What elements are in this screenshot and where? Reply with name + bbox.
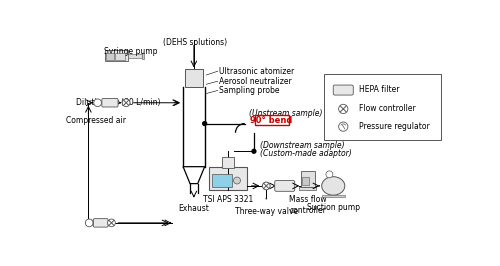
- Text: (Downstream sample): (Downstream sample): [260, 142, 344, 150]
- Bar: [128, 54, 141, 58]
- Bar: [302, 177, 308, 185]
- Bar: [184, 69, 203, 87]
- Text: Dilution air (80 L/min): Dilution air (80 L/min): [76, 98, 160, 107]
- Text: Syringe pump: Syringe pump: [104, 47, 158, 56]
- Text: TSI APS 3321: TSI APS 3321: [202, 195, 253, 204]
- Circle shape: [252, 149, 256, 153]
- Text: Flow controller: Flow controller: [360, 105, 416, 113]
- Bar: [324, 74, 441, 140]
- Circle shape: [108, 219, 116, 227]
- FancyBboxPatch shape: [102, 98, 118, 107]
- Text: Mass flow
controller: Mass flow controller: [289, 195, 327, 215]
- Bar: [208, 167, 247, 190]
- Bar: [142, 53, 144, 59]
- Text: Three-way valve: Three-way valve: [234, 207, 298, 217]
- Polygon shape: [183, 167, 204, 184]
- Text: Ultrasonic atomizer: Ultrasonic atomizer: [220, 67, 294, 76]
- Circle shape: [262, 182, 270, 190]
- Text: Pressure regulator: Pressure regulator: [360, 122, 430, 131]
- Text: (Upstream sample): (Upstream sample): [248, 109, 322, 118]
- Bar: [300, 187, 316, 190]
- FancyBboxPatch shape: [333, 85, 353, 95]
- Text: (DEHS solutions): (DEHS solutions): [162, 38, 226, 47]
- Bar: [222, 157, 234, 168]
- Bar: [322, 195, 345, 197]
- Bar: [301, 171, 315, 188]
- Text: HEPA filter: HEPA filter: [360, 85, 400, 94]
- Text: Sampling probe: Sampling probe: [220, 86, 280, 95]
- Ellipse shape: [322, 177, 345, 195]
- Bar: [254, 115, 288, 125]
- Circle shape: [122, 99, 130, 107]
- Text: Aerosol neutralizer: Aerosol neutralizer: [220, 77, 292, 86]
- Bar: [212, 174, 232, 187]
- Text: 90° bend: 90° bend: [250, 116, 293, 124]
- Bar: [106, 53, 114, 60]
- Circle shape: [338, 122, 348, 131]
- Circle shape: [234, 177, 240, 184]
- Circle shape: [94, 99, 102, 107]
- Circle shape: [326, 171, 333, 178]
- Bar: [114, 53, 126, 60]
- Text: Suction pump: Suction pump: [307, 203, 360, 212]
- Circle shape: [86, 219, 93, 227]
- FancyArrow shape: [265, 196, 268, 200]
- Bar: [104, 50, 128, 61]
- Text: (Custom-made adaptor): (Custom-made adaptor): [260, 149, 352, 158]
- Circle shape: [202, 122, 206, 126]
- Text: Exhaust: Exhaust: [178, 204, 210, 213]
- Text: Compressed air: Compressed air: [66, 116, 126, 125]
- FancyBboxPatch shape: [274, 181, 295, 191]
- Circle shape: [338, 104, 348, 114]
- FancyBboxPatch shape: [94, 219, 108, 227]
